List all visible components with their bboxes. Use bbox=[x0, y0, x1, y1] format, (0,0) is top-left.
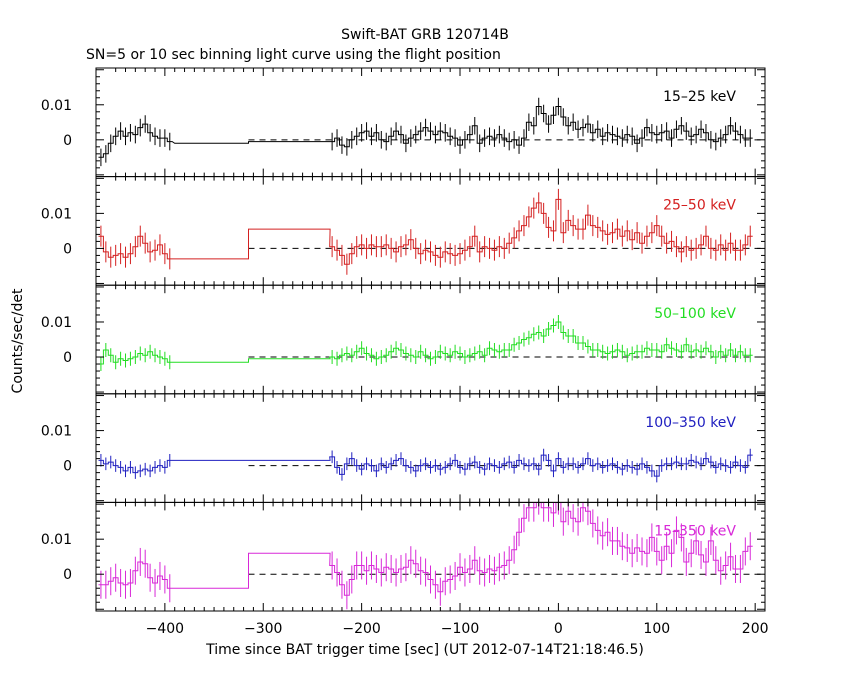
panel-data-0 bbox=[98, 97, 765, 167]
band-label-3: 100–350 keV bbox=[645, 415, 736, 431]
band-label-0: 15–25 keV bbox=[663, 89, 736, 105]
y-tick-label: 0 bbox=[63, 567, 72, 583]
x-tick-label: −300 bbox=[244, 621, 282, 637]
band-label-1: 25–50 keV bbox=[663, 198, 736, 214]
chart-subtitle: SN=5 or 10 sec binning light curve using… bbox=[86, 47, 501, 63]
y-axis-label: Counts/sec/det bbox=[10, 288, 26, 393]
x-tick-label: −100 bbox=[441, 621, 479, 637]
panel-data-3 bbox=[98, 448, 765, 483]
panel-4: 0 0.01 15–350 keV bbox=[41, 501, 766, 612]
panel-data-4 bbox=[98, 502, 765, 610]
panel-frame-1 bbox=[95, 176, 766, 286]
panel-data-2 bbox=[98, 314, 765, 372]
y-tick-label: 0 bbox=[63, 241, 72, 257]
chart-title: Swift-BAT GRB 120714B bbox=[341, 27, 509, 43]
y-tick-label: 0 bbox=[63, 350, 72, 366]
panel-data-1 bbox=[98, 188, 765, 275]
panel-frame-2 bbox=[95, 284, 766, 395]
x-tick-label: 200 bbox=[742, 621, 769, 637]
y-tick-label: 0.01 bbox=[41, 206, 72, 222]
panel-1: 0 0.01 25–50 keV bbox=[41, 176, 766, 286]
panel-2: 0 0.01 50–100 keV bbox=[41, 284, 766, 395]
y-tick-label: 0 bbox=[63, 459, 72, 475]
x-tick-label: −400 bbox=[146, 621, 184, 637]
step-curve-1 bbox=[98, 198, 753, 265]
x-tick-label: 100 bbox=[643, 621, 670, 637]
y-tick-label: 0.01 bbox=[41, 424, 72, 440]
band-label-4: 15–350 keV bbox=[654, 523, 736, 539]
step-curve-2 bbox=[98, 321, 753, 365]
band-label-2: 50–100 keV bbox=[654, 306, 736, 322]
y-tick-label: 0.01 bbox=[41, 315, 72, 331]
panel-frame-3 bbox=[95, 393, 766, 503]
step-curve-4 bbox=[98, 502, 753, 596]
x-axis-label: Time since BAT trigger time [sec] (UT 20… bbox=[205, 642, 644, 658]
panel-0: 0 0.01 15–25 keV bbox=[41, 67, 766, 178]
x-tick-label: 0 bbox=[554, 621, 563, 637]
panel-3: 0 0.01 100–350 keV bbox=[41, 393, 766, 503]
y-tick-label: 0.01 bbox=[41, 532, 72, 548]
panels-group: 0 0.01 15–25 keV 0 0.01 25–50 keV 0 0.01 50–100 … bbox=[41, 67, 769, 637]
y-tick-label: 0.01 bbox=[41, 98, 72, 114]
x-tick-label: −200 bbox=[342, 621, 380, 637]
y-tick-label: 0 bbox=[63, 133, 72, 149]
